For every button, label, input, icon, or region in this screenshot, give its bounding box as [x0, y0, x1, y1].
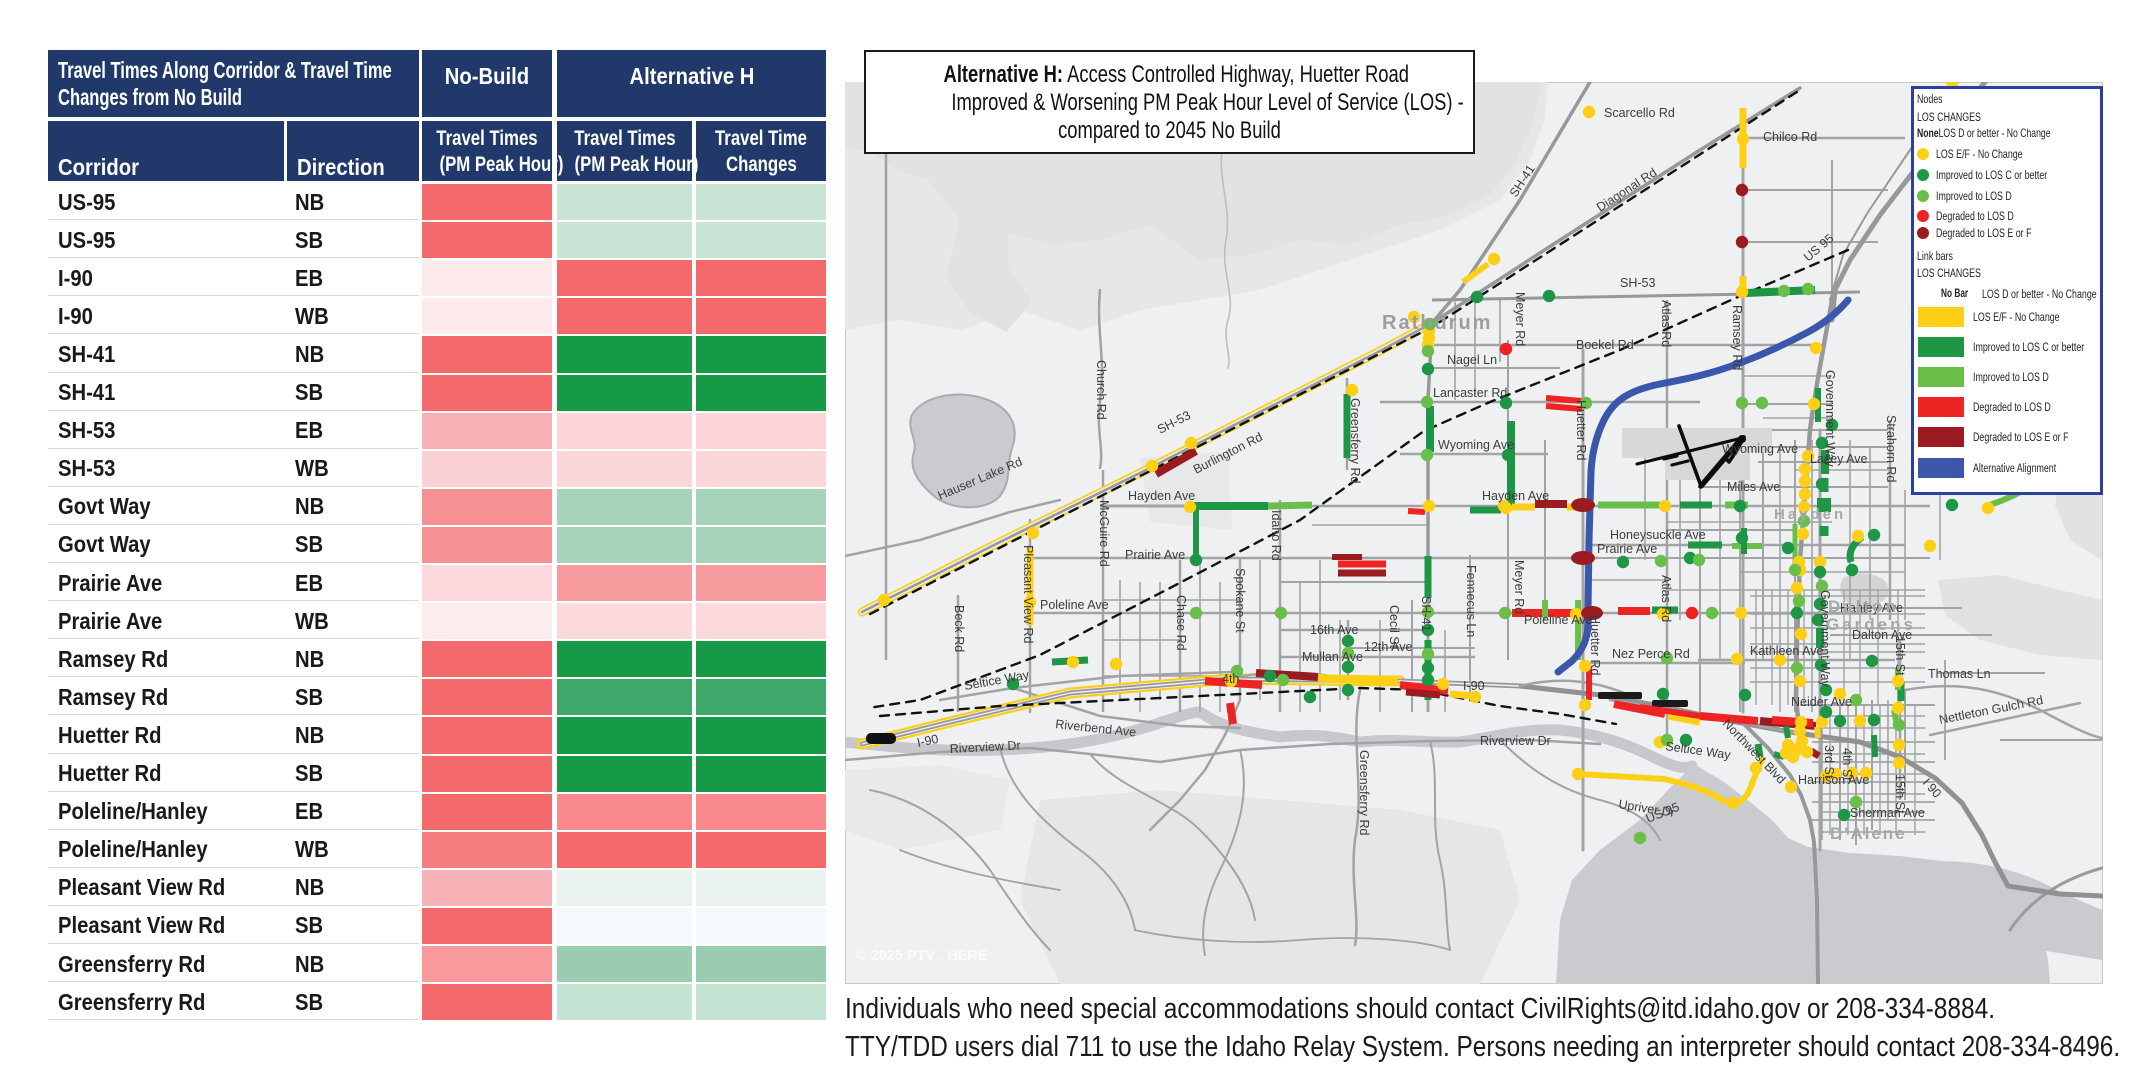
- svg-text:Kathleen Ave: Kathleen Ave: [1750, 644, 1823, 658]
- svg-text:Wyoming Ave: Wyoming Ave: [1438, 438, 1514, 452]
- svg-text:Wyoming Ave: Wyoming Ave: [1722, 442, 1798, 456]
- svg-text:I-90: I-90: [1463, 679, 1485, 693]
- svg-text:Ramsey Rd: Ramsey Rd: [1730, 305, 1744, 370]
- svg-text:Scarcello Rd: Scarcello Rd: [1604, 106, 1675, 120]
- svg-text:D'Alene: D'Alene: [1830, 824, 1907, 843]
- svg-text:Poleline Ave: Poleline Ave: [1524, 613, 1593, 627]
- svg-text:15th St: 15th St: [1893, 636, 1907, 676]
- svg-text:12th Ave: 12th Ave: [1364, 640, 1412, 654]
- svg-text:Meyer Rd: Meyer Rd: [1513, 292, 1527, 346]
- svg-text:Huetter Rd: Huetter Rd: [1574, 400, 1588, 460]
- svg-text:3rd St: 3rd St: [1822, 745, 1836, 779]
- svg-text:Dalton Ave: Dalton Ave: [1852, 628, 1912, 642]
- svg-text:Hayden Ave: Hayden Ave: [1482, 489, 1549, 503]
- svg-text:Greensferry Rd: Greensferry Rd: [1357, 750, 1371, 835]
- svg-text:Hayden: Hayden: [1774, 506, 1846, 523]
- svg-text:Government Way: Government Way: [1818, 590, 1832, 688]
- svg-text:Thomas Ln: Thomas Ln: [1928, 667, 1991, 681]
- svg-text:Lacey Ave: Lacey Ave: [1810, 452, 1868, 466]
- svg-text:Pleasant View Rd: Pleasant View Rd: [1021, 545, 1035, 643]
- svg-text:Prairie Ave: Prairie Ave: [1125, 548, 1185, 562]
- svg-text:16th Ave: 16th Ave: [1310, 623, 1358, 637]
- svg-text:Harrison Ave: Harrison Ave: [1798, 773, 1869, 787]
- svg-text:Strahorn Rd: Strahorn Rd: [1884, 415, 1898, 482]
- svg-text:Sherman Ave: Sherman Ave: [1850, 806, 1925, 820]
- svg-text:4th: 4th: [1222, 672, 1239, 686]
- svg-text:Greensferry Rd: Greensferry Rd: [1348, 398, 1362, 483]
- svg-text:SH-53: SH-53: [1620, 276, 1655, 290]
- svg-text:Huetter Rd: Huetter Rd: [1588, 615, 1602, 675]
- svg-text:Atlas Rd: Atlas Rd: [1659, 300, 1673, 347]
- svg-text:Prairie Ave: Prairie Ave: [1597, 542, 1657, 556]
- svg-text:Poleline Ave: Poleline Ave: [1040, 598, 1109, 612]
- svg-text:Atlas Rd: Atlas Rd: [1659, 575, 1673, 622]
- svg-text:Nez Perce Rd: Nez Perce Rd: [1612, 647, 1690, 661]
- svg-text:Rathdrum: Rathdrum: [1382, 312, 1492, 334]
- svg-text:15th St: 15th St: [1893, 774, 1907, 814]
- svg-text:Chilco Rd: Chilco Rd: [1763, 130, 1817, 144]
- svg-text:Hayden Ave: Hayden Ave: [1128, 489, 1195, 503]
- svg-text:4th St: 4th St: [1840, 748, 1854, 781]
- svg-text:Gardens: Gardens: [1826, 615, 1916, 634]
- svg-text:Nagel Ln: Nagel Ln: [1447, 353, 1497, 367]
- svg-text:Riverview Dr: Riverview Dr: [949, 738, 1020, 756]
- svg-text:Lancaster Rd: Lancaster Rd: [1433, 386, 1507, 400]
- svg-text:McGuire Rd: McGuire Rd: [1097, 500, 1111, 567]
- svg-text:© 2025 PTV , HERE: © 2025 PTV , HERE: [856, 948, 988, 964]
- svg-text:Government Way: Government Way: [1823, 370, 1837, 468]
- svg-text:Dalton: Dalton: [1828, 597, 1899, 616]
- svg-text:SH-41: SH-41: [1419, 596, 1433, 631]
- svg-text:Beck Rd: Beck Rd: [952, 605, 966, 652]
- svg-text:Miles Ave: Miles Ave: [1727, 480, 1780, 494]
- svg-text:Boekel Rd: Boekel Rd: [1576, 338, 1634, 352]
- svg-text:Neider Ave: Neider Ave: [1791, 695, 1852, 709]
- svg-text:Riverview Dr: Riverview Dr: [1480, 734, 1551, 748]
- svg-text:Mullan Ave: Mullan Ave: [1302, 650, 1363, 664]
- svg-text:Idaho Rd: Idaho Rd: [1269, 510, 1283, 561]
- svg-text:Meyer Rd: Meyer Rd: [1512, 560, 1526, 614]
- svg-text:Hanley Ave: Hanley Ave: [1840, 601, 1903, 615]
- svg-text:Church Rd: Church Rd: [1094, 360, 1108, 420]
- svg-text:Fennecus Ln: Fennecus Ln: [1464, 565, 1478, 637]
- svg-text:Cecil St: Cecil St: [1387, 605, 1401, 649]
- svg-text:I-90: I-90: [916, 732, 940, 750]
- svg-text:Spokane St: Spokane St: [1233, 568, 1247, 633]
- svg-text:Honeysuckle Ave: Honeysuckle Ave: [1610, 528, 1706, 542]
- svg-text:Chase Rd: Chase Rd: [1174, 595, 1188, 651]
